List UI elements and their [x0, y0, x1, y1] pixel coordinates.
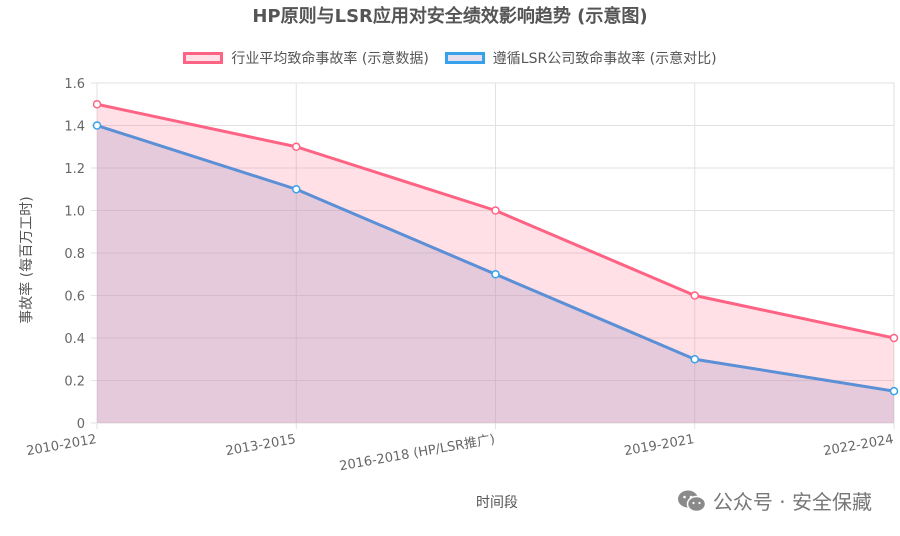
data-point-0-1 — [292, 142, 301, 151]
data-point-1-4 — [889, 386, 899, 396]
x-tick-labels: 2010-2012 2013-2015 2016-2018 (HP/LSR推广) 20… — [25, 432, 894, 474]
x-tick-label: 2019-2021 — [623, 432, 695, 459]
y-tick-label: 1.0 — [64, 205, 85, 220]
legend-label-lsr: 遵循LSR公司致命事故率 (示意对比) — [492, 51, 717, 67]
y-tick-label: 1.2 — [64, 162, 85, 177]
y-tick-labels: 0 0.2 0.4 0.6 0.8 1.0 1.2 1.4 1.6 — [64, 77, 85, 432]
x-tick-label: 2010-2012 — [25, 432, 97, 459]
x-axis-title: 时间段 — [476, 495, 518, 511]
legend-label-industry: 行业平均致命事故率 (示意数据) — [231, 51, 429, 67]
x-tick-label: 2013-2015 — [225, 432, 297, 459]
data-point-1-3 — [690, 355, 699, 364]
y-tick-label: 0 — [77, 417, 85, 432]
y-tick-label: 1.4 — [64, 120, 85, 135]
legend-swatch-industry — [183, 52, 224, 64]
data-point-0-4 — [889, 333, 899, 343]
y-tick-label: 0.6 — [64, 290, 85, 305]
y-tick-label: 0.2 — [64, 375, 85, 390]
y-axis-title: 事故率 (每百万工时) — [19, 196, 35, 324]
data-point-0-3 — [690, 291, 699, 300]
series-area-0 — [97, 104, 894, 423]
data-point-1-1 — [292, 185, 301, 194]
legend-item-lsr[interactable]: 遵循LSR公司致命事故率 (示意对比) — [444, 48, 717, 68]
y-tick-label: 0.4 — [64, 332, 85, 347]
y-tick-label: 1.6 — [64, 77, 85, 92]
legend-item-industry[interactable]: 行业平均致命事故率 (示意数据) — [183, 48, 429, 68]
data-point-0-2 — [491, 206, 500, 215]
legend: 行业平均致命事故率 (示意数据) 遵循LSR公司致命事故率 (示意对比) — [0, 48, 900, 68]
wechat-icon — [677, 490, 707, 512]
x-tick-label: 2016-2018 (HP/LSR推广) — [338, 432, 496, 474]
y-tick-label: 0.8 — [64, 247, 85, 262]
x-tick-label: 2022-2024 — [822, 432, 894, 459]
watermark-text: 公众号 · 安全保藏 — [712, 490, 872, 514]
data-point-0-0 — [92, 100, 102, 109]
watermark: 公众号 · 安全保藏 — [677, 486, 872, 515]
series-points — [92, 100, 899, 396]
chart-title: HP原则与LSR应用对安全绩效影响趋势 (示意图) — [252, 6, 648, 27]
data-point-1-0 — [92, 121, 102, 130]
legend-swatch-lsr — [444, 52, 485, 64]
data-point-1-2 — [491, 270, 500, 279]
